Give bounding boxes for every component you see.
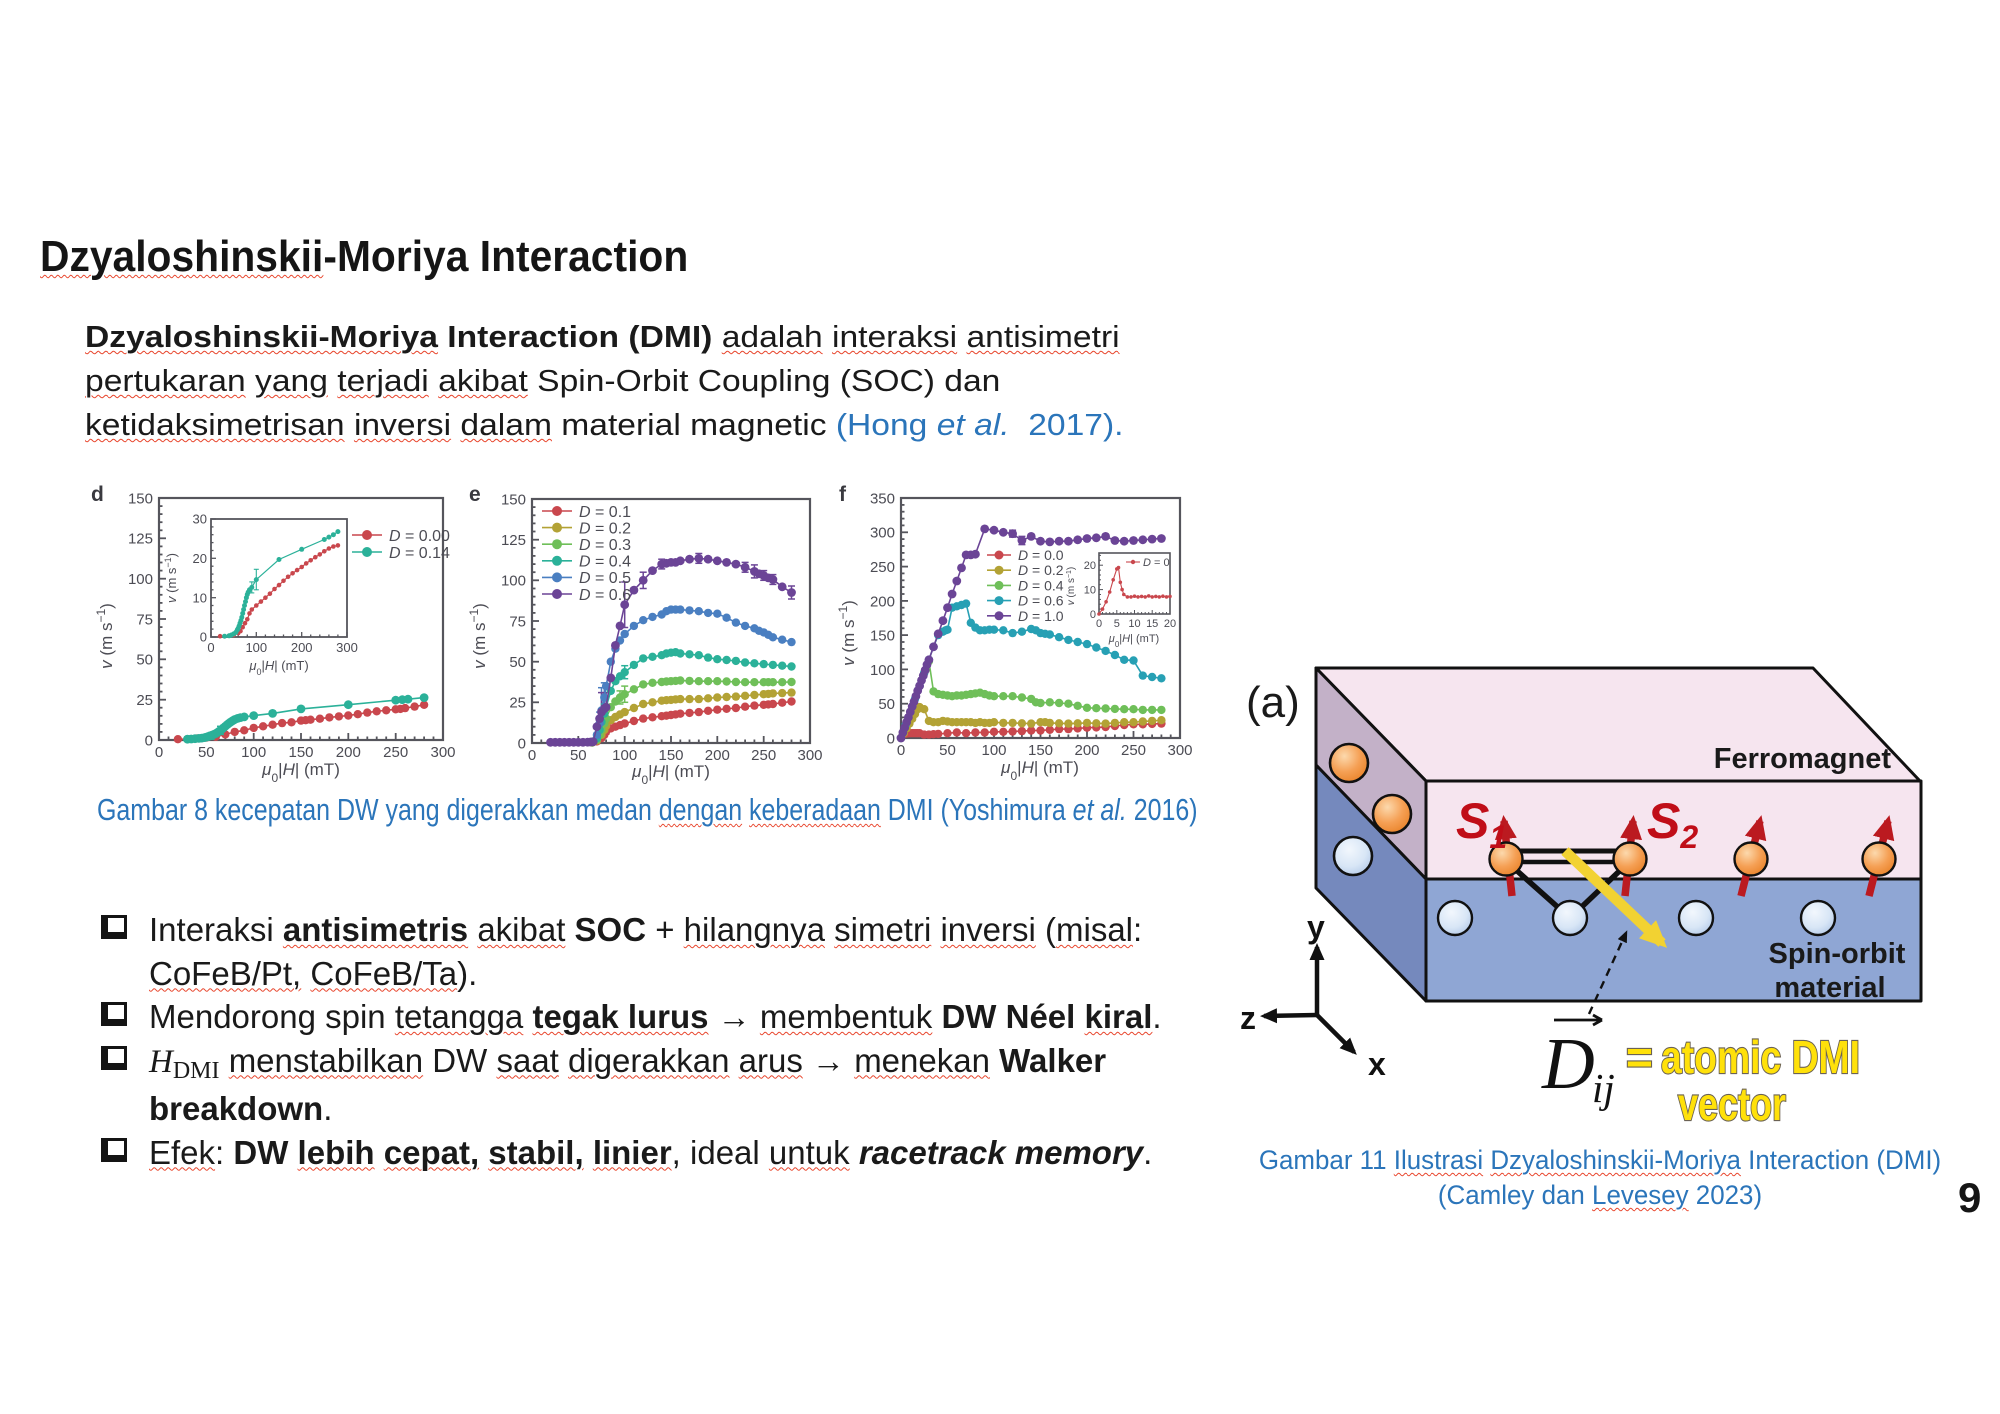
svg-text:μ0|H| (mT): μ0|H| (mT) <box>248 658 308 677</box>
svg-text:200: 200 <box>336 744 361 761</box>
svg-text:20: 20 <box>193 551 207 566</box>
svg-text:15: 15 <box>1146 618 1158 630</box>
svg-text:250: 250 <box>751 747 776 764</box>
svg-text:125: 125 <box>501 532 526 549</box>
svg-text:v (m s−1): v (m s−1) <box>836 600 858 666</box>
svg-text:5: 5 <box>1114 618 1120 630</box>
svg-text:ij: ij <box>1592 1065 1615 1111</box>
svg-text:D = 1.0: D = 1.0 <box>1018 608 1064 624</box>
svg-text:150: 150 <box>1028 742 1053 759</box>
svg-text:0: 0 <box>528 747 536 764</box>
svg-text:125: 125 <box>128 531 153 548</box>
svg-text:100: 100 <box>241 744 266 761</box>
svg-text:150: 150 <box>288 744 313 761</box>
svg-text:y: y <box>1307 909 1325 945</box>
svg-text:D = 0.4: D = 0.4 <box>579 554 631 571</box>
svg-text:v (m s−1): v (m s−1) <box>1066 567 1078 606</box>
svg-text:50: 50 <box>878 696 895 713</box>
svg-text:0: 0 <box>145 732 153 749</box>
svg-text:200: 200 <box>870 593 895 610</box>
svg-text:200: 200 <box>705 747 730 764</box>
svg-text:μ0|H| (mT): μ0|H| (mT) <box>261 760 340 785</box>
svg-text:10: 10 <box>1128 618 1140 630</box>
svg-text:D = 0.6: D = 0.6 <box>1018 593 1064 609</box>
svg-text:0: 0 <box>155 744 163 761</box>
svg-text:v (m s−1): v (m s−1) <box>94 603 116 669</box>
svg-text:50: 50 <box>939 742 956 759</box>
svg-text:D = 0.2: D = 0.2 <box>579 520 631 537</box>
svg-text:75: 75 <box>509 613 526 630</box>
svg-text:150: 150 <box>128 490 153 507</box>
svg-text:D = 0.4: D = 0.4 <box>1018 577 1064 593</box>
svg-text:250: 250 <box>1121 742 1146 759</box>
svg-text:D = 0.0: D = 0.0 <box>1018 547 1064 563</box>
svg-text:25: 25 <box>509 695 526 712</box>
svg-text:D = 0.6: D = 0.6 <box>579 587 631 604</box>
svg-text:200: 200 <box>1074 742 1099 759</box>
svg-text:100: 100 <box>245 640 267 655</box>
svg-text:material: material <box>1774 972 1885 1004</box>
svg-text:150: 150 <box>870 628 895 645</box>
svg-text:100: 100 <box>981 742 1006 759</box>
svg-text:100: 100 <box>612 747 637 764</box>
svg-text:D = 0.00: D = 0.00 <box>389 528 450 545</box>
svg-text:300: 300 <box>870 525 895 542</box>
svg-text:=: = <box>1626 1031 1653 1083</box>
svg-text:D = 0.1: D = 0.1 <box>579 504 631 521</box>
svg-text:Ferromagnet: Ferromagnet <box>1714 743 1892 775</box>
svg-text:0: 0 <box>200 630 207 645</box>
svg-text:v (m s−1): v (m s−1) <box>467 603 489 669</box>
svg-text:100: 100 <box>870 662 895 679</box>
svg-text:10: 10 <box>193 590 207 605</box>
svg-text:350: 350 <box>870 490 895 507</box>
svg-text:0: 0 <box>518 735 526 752</box>
svg-text:150: 150 <box>501 491 526 508</box>
svg-text:0: 0 <box>1090 609 1096 621</box>
svg-text:30: 30 <box>193 512 207 527</box>
svg-text:μ0|H| (mT): μ0|H| (mT) <box>1108 633 1159 649</box>
svg-text:D = 0: D = 0 <box>1143 557 1170 569</box>
svg-text:Spin-orbit: Spin-orbit <box>1769 938 1906 970</box>
svg-text:0: 0 <box>887 730 895 747</box>
svg-text:f: f <box>839 483 847 506</box>
svg-text:μ0|H| (mT): μ0|H| (mT) <box>631 762 710 787</box>
svg-text:50: 50 <box>570 747 587 764</box>
svg-text:200: 200 <box>291 640 313 655</box>
svg-text:0: 0 <box>207 640 214 655</box>
svg-text:300: 300 <box>797 747 822 764</box>
svg-text:250: 250 <box>383 744 408 761</box>
svg-text:atomic DMI: atomic DMI <box>1661 1031 1860 1083</box>
svg-text:150: 150 <box>658 747 683 764</box>
svg-text:300: 300 <box>430 744 455 761</box>
svg-text:20: 20 <box>1084 560 1096 572</box>
svg-text:300: 300 <box>336 640 358 655</box>
svg-text:z: z <box>1240 1000 1256 1036</box>
svg-text:50: 50 <box>198 744 215 761</box>
svg-text:25: 25 <box>136 692 153 709</box>
svg-text:D = 0.2: D = 0.2 <box>1018 562 1064 578</box>
svg-text:0: 0 <box>1096 618 1102 630</box>
svg-text:x: x <box>1368 1046 1386 1082</box>
svg-text:D = 0.3: D = 0.3 <box>579 537 631 554</box>
svg-text:100: 100 <box>128 571 153 588</box>
svg-text:10: 10 <box>1084 585 1096 597</box>
svg-text:100: 100 <box>501 573 526 590</box>
svg-text:250: 250 <box>870 559 895 576</box>
svg-text:50: 50 <box>136 652 153 669</box>
svg-text:(a): (a) <box>1246 678 1300 727</box>
svg-text:μ0|H| (mT): μ0|H| (mT) <box>1000 758 1079 783</box>
svg-text:20: 20 <box>1164 618 1176 630</box>
svg-text:vector: vector <box>1678 1078 1786 1125</box>
svg-text:e: e <box>469 483 481 506</box>
svg-text:d: d <box>91 483 104 506</box>
svg-text:D: D <box>1541 1023 1595 1104</box>
svg-text:D = 0.14: D = 0.14 <box>389 545 450 562</box>
svg-text:0: 0 <box>897 742 905 759</box>
svg-text:75: 75 <box>136 611 153 628</box>
svg-text:v (m s−1): v (m s−1) <box>163 553 179 603</box>
svg-text:D = 0.5: D = 0.5 <box>579 570 631 587</box>
svg-text:50: 50 <box>509 654 526 671</box>
svg-text:300: 300 <box>1167 742 1192 759</box>
